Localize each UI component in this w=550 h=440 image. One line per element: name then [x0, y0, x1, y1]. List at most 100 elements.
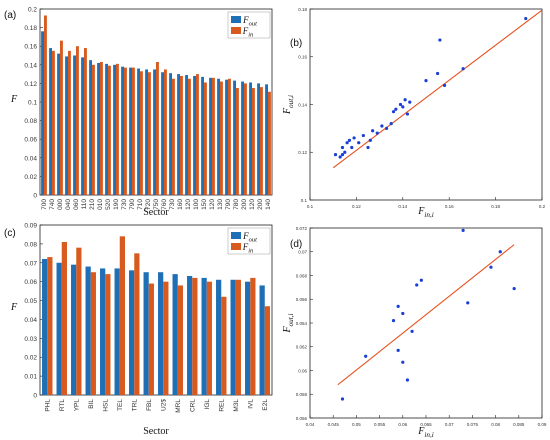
panel-d-scatter-plot: 0.04 0.045 0.05 0.055 0.06 0.065 0.07 0.075 0.08…: [282, 226, 547, 439]
bar-fin: [76, 247, 82, 395]
bar-fout: [185, 75, 188, 195]
x-tick-label: 730: [121, 199, 128, 210]
data-point: [419, 278, 423, 282]
bar-fout: [73, 55, 76, 195]
bar-fout: [249, 82, 252, 195]
bar-fin: [68, 50, 71, 195]
bar-fout: [161, 72, 164, 195]
bar-fout: [81, 57, 84, 195]
x-tick-label: 0.14: [398, 204, 407, 209]
x-tick-label: E2L: [262, 399, 269, 411]
x-tick-label: 160: [177, 199, 184, 210]
x-tick-label: 0.085: [513, 422, 525, 427]
y-tick-label: 0.08: [24, 241, 37, 248]
bar-fin: [90, 272, 96, 395]
data-point: [375, 131, 379, 135]
data-point: [405, 112, 410, 116]
bar-fin: [221, 296, 227, 395]
x-tick-label: 0.1: [307, 204, 314, 209]
data-point: [340, 397, 345, 401]
x-tick-label: IVL: [247, 399, 254, 409]
bar-fout: [259, 285, 265, 395]
bar-fin: [235, 279, 241, 395]
y-tick-label: 0.04: [24, 155, 37, 162]
data-point: [405, 378, 410, 382]
x-tick-label: 0.04: [306, 422, 315, 427]
legend-swatch-fout: [231, 16, 241, 23]
x-tick-label: 190: [113, 199, 120, 210]
y-tick-label: 0.062: [296, 345, 308, 350]
bar-fout: [216, 279, 222, 395]
bar-fout: [105, 63, 108, 196]
x-tick-label: 000: [57, 199, 64, 210]
x-tick-label: 100: [193, 199, 200, 210]
y-tick-label: 0.064: [296, 321, 308, 326]
bar-fin: [148, 72, 151, 195]
y-tick-label: 0.1: [28, 100, 37, 107]
x-tick-label: 0.12: [352, 204, 361, 209]
x-tick-label: PHL: [44, 399, 51, 412]
x-tick-label: 0.075: [467, 422, 479, 427]
data-point: [524, 16, 528, 21]
x-tick-label: 200: [241, 199, 248, 210]
y-tick-label: 0.07: [24, 260, 37, 267]
x-tick-label: IGL: [204, 399, 211, 410]
bar-fin: [119, 236, 125, 395]
data-point: [489, 265, 493, 269]
y-tick-label: 0.1: [301, 198, 308, 203]
y-tick-label: 0.14: [24, 62, 37, 69]
x-tick-label: MRL: [175, 399, 182, 413]
x-tick-label: 720: [145, 199, 152, 210]
panel-b-scatter-plot: 0.1 0.12 0.14 0.16 0.18 0.2 0.1 0.12 0.14 0.16 0.1…: [282, 7, 546, 219]
bar-fout: [143, 272, 149, 395]
data-point: [461, 228, 465, 232]
bar-fin: [164, 69, 167, 195]
data-point: [350, 145, 354, 150]
bar-fin: [244, 83, 247, 195]
bar-fin: [212, 77, 215, 195]
y-tick-label: 0: [33, 193, 37, 200]
bar-fout: [225, 79, 228, 195]
x-tick-label: 780: [233, 199, 240, 210]
y-axis-label: Fout,i: [282, 313, 295, 333]
x-tick-label: 790: [225, 199, 232, 210]
x-tick-label: M3L: [233, 399, 240, 412]
x-tick-label: 0.09: [538, 422, 547, 427]
data-point: [438, 38, 442, 42]
x-axis-label: Sector: [143, 426, 169, 437]
data-point: [408, 100, 412, 104]
legend-label-fin: Fin: [242, 242, 254, 255]
data-point: [394, 107, 398, 111]
bar-fin: [172, 78, 175, 195]
bar-fout: [121, 66, 124, 195]
data-point: [384, 126, 389, 130]
data-point: [403, 98, 407, 102]
bar-fout: [265, 84, 268, 195]
x-tick-label: 0.18: [491, 204, 500, 209]
x-tick-label: HSL: [102, 399, 109, 412]
bar-fout: [113, 64, 116, 195]
panel-label: (d): [290, 239, 302, 250]
data-point: [343, 150, 347, 154]
data-point: [498, 250, 502, 254]
y-tick-label: 0.14: [298, 102, 307, 107]
bar-fin: [163, 281, 169, 395]
bar-fout: [193, 75, 196, 195]
x-tick-label: 120: [209, 199, 216, 210]
x-tick-label: CRL: [189, 399, 196, 412]
bar-fout: [201, 277, 207, 395]
y-tick-label: 0.072: [296, 226, 308, 231]
data-point: [380, 124, 384, 128]
bar-fin: [180, 75, 183, 195]
data-point: [338, 155, 342, 159]
y-tick-label: 0.06: [298, 368, 307, 373]
data-point: [371, 129, 375, 133]
data-point: [512, 286, 516, 291]
plot-frame: [309, 227, 543, 419]
x-tick-label: 040: [65, 199, 72, 210]
y-tick-label: 0.08: [24, 118, 37, 125]
data-point: [401, 105, 405, 109]
bar-fout: [172, 274, 178, 395]
bar-fin: [268, 91, 271, 195]
